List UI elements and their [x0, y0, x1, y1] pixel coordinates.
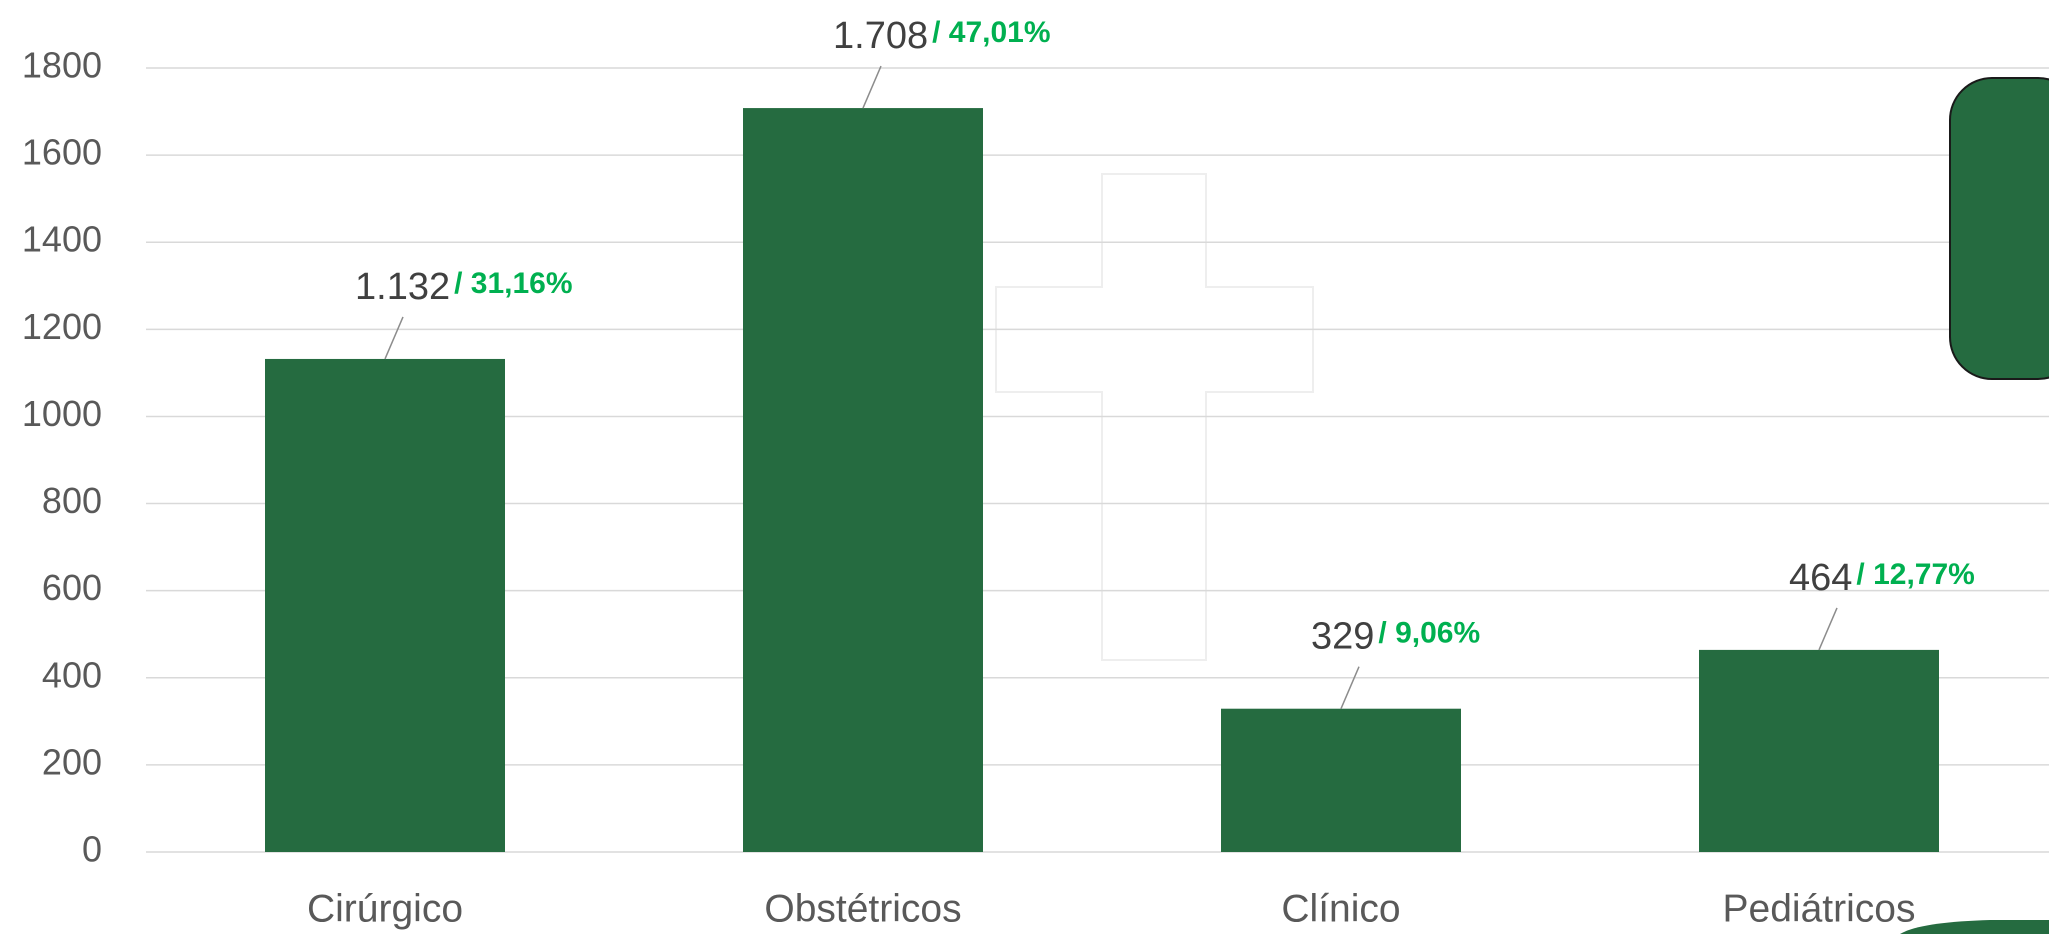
- corner-decoration: [1900, 920, 2049, 934]
- value-label: 1.708: [833, 15, 928, 57]
- y-tick-label: 1600: [22, 132, 102, 173]
- data-label: 1.708/ 47,01%: [833, 15, 1051, 57]
- y-tick-label: 800: [42, 480, 102, 521]
- data-label: 1.132/ 31,16%: [355, 266, 573, 308]
- value-label: 1.132: [355, 266, 450, 308]
- value-label: 464: [1789, 557, 1852, 599]
- share-label: / 31,16%: [454, 267, 572, 300]
- share-label: / 9,06%: [1378, 617, 1480, 650]
- x-tick-label: Pediátricos: [1723, 887, 1916, 930]
- y-tick-label: 1000: [22, 393, 102, 434]
- leader-line: [862, 65, 882, 109]
- side-panel: [1949, 77, 2049, 380]
- y-tick-label: 1200: [22, 306, 102, 347]
- value-label: 329: [1311, 616, 1374, 658]
- y-tick-label: 200: [42, 741, 102, 782]
- bar: [1221, 708, 1461, 852]
- leader-line: [1340, 666, 1360, 709]
- y-tick-label: 400: [42, 654, 102, 695]
- y-tick-label: 600: [42, 567, 102, 608]
- x-tick-label: Obstétricos: [764, 887, 961, 930]
- bar: [265, 358, 505, 852]
- watermark-cross: [995, 173, 1314, 661]
- bar: [743, 108, 983, 853]
- bar: [1699, 649, 1939, 852]
- leader-line: [384, 316, 404, 360]
- y-tick-label: 1400: [22, 219, 102, 260]
- data-label: 464/ 12,77%: [1789, 557, 1975, 599]
- y-tick-label: 1800: [22, 45, 102, 86]
- x-tick-label: Cirúrgico: [307, 887, 463, 930]
- x-tick-label: Clínico: [1281, 887, 1400, 930]
- data-label: 329/ 9,06%: [1311, 616, 1480, 658]
- y-tick-label: 0: [82, 829, 102, 870]
- share-label: / 12,77%: [1856, 558, 1974, 591]
- leader-line: [1818, 607, 1838, 651]
- share-label: / 47,01%: [932, 16, 1050, 49]
- plot-area: 0 200 400 600 800 1000 1200 1400 1600 1800 Cirúrgi…: [22, 15, 2049, 930]
